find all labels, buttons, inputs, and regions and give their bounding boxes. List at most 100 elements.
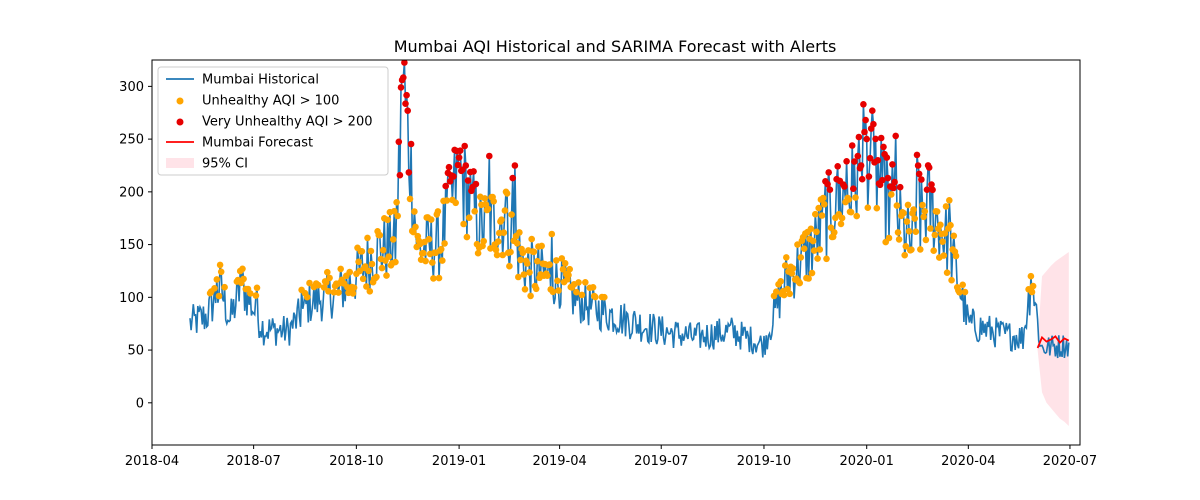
very-unhealthy-point bbox=[841, 183, 848, 190]
very-unhealthy-point bbox=[404, 107, 412, 114]
very-unhealthy-point bbox=[914, 162, 922, 169]
unhealthy-point bbox=[530, 248, 538, 256]
unhealthy-point bbox=[358, 248, 366, 255]
very-unhealthy-point bbox=[454, 161, 462, 169]
unhealthy-point bbox=[561, 260, 569, 267]
unhealthy-point bbox=[430, 275, 437, 282]
very-unhealthy-point bbox=[456, 147, 464, 154]
unhealthy-point bbox=[366, 288, 374, 295]
unhealthy-point bbox=[471, 208, 479, 215]
unhealthy-point bbox=[247, 290, 254, 297]
unhealthy-point bbox=[904, 201, 912, 209]
unhealthy-point bbox=[484, 205, 492, 213]
very-unhealthy-point bbox=[397, 84, 405, 91]
unhealthy-point bbox=[895, 236, 903, 243]
very-unhealthy-point bbox=[403, 91, 410, 99]
very-unhealthy-point bbox=[509, 174, 516, 182]
very-unhealthy-point bbox=[396, 171, 404, 179]
very-unhealthy-point bbox=[915, 170, 923, 178]
very-unhealthy-point bbox=[896, 183, 904, 191]
unhealthy-point bbox=[427, 216, 435, 223]
very-unhealthy-point bbox=[825, 169, 832, 176]
unhealthy-point bbox=[523, 260, 531, 267]
unhealthy-point bbox=[827, 224, 835, 231]
unhealthy-point bbox=[845, 196, 853, 203]
unhealthy-point bbox=[814, 255, 821, 262]
unhealthy-point bbox=[521, 286, 529, 293]
unhealthy-point bbox=[601, 293, 608, 301]
legend-label: Mumbai Historical bbox=[202, 73, 319, 88]
unhealthy-point bbox=[780, 291, 788, 299]
unhealthy-point bbox=[810, 247, 818, 254]
unhealthy-point bbox=[592, 293, 599, 301]
very-unhealthy-point bbox=[872, 135, 879, 143]
unhealthy-point bbox=[406, 195, 414, 203]
x-tick-label: 2020-04 bbox=[941, 454, 995, 469]
unhealthy-point bbox=[252, 292, 260, 299]
unhealthy-point bbox=[493, 251, 501, 259]
unhealthy-point bbox=[573, 288, 580, 296]
x-tick-label: 2019-07 bbox=[634, 454, 688, 469]
unhealthy-point bbox=[959, 281, 966, 289]
unhealthy-point bbox=[789, 265, 797, 272]
very-unhealthy-point bbox=[918, 176, 925, 183]
unhealthy-point bbox=[211, 285, 218, 292]
unhealthy-point bbox=[905, 228, 913, 235]
legend-dot-swatch bbox=[176, 118, 184, 126]
x-tick-label: 2018-07 bbox=[226, 454, 280, 469]
unhealthy-point bbox=[434, 208, 442, 215]
unhealthy-point bbox=[894, 229, 902, 236]
very-unhealthy-point bbox=[857, 162, 865, 169]
unhealthy-point bbox=[506, 262, 513, 270]
unhealthy-point bbox=[559, 266, 567, 273]
unhealthy-point bbox=[805, 275, 812, 282]
unhealthy-point bbox=[384, 216, 391, 224]
unhealthy-point bbox=[919, 201, 926, 209]
unhealthy-point bbox=[410, 228, 417, 236]
unhealthy-point bbox=[337, 265, 345, 273]
unhealthy-point bbox=[422, 257, 429, 265]
legend-label: Very Unhealthy AQI > 200 bbox=[202, 115, 373, 130]
unhealthy-point bbox=[800, 245, 808, 252]
very-unhealthy-point bbox=[405, 169, 413, 176]
very-unhealthy-point bbox=[869, 107, 876, 114]
very-unhealthy-point bbox=[890, 184, 897, 192]
unhealthy-point bbox=[517, 256, 524, 264]
unhealthy-point bbox=[490, 198, 498, 205]
very-unhealthy-point bbox=[455, 154, 463, 161]
unhealthy-point bbox=[885, 234, 893, 242]
unhealthy-point bbox=[794, 241, 801, 248]
x-tick-label: 2018-04 bbox=[125, 454, 179, 469]
unhealthy-point bbox=[538, 242, 545, 250]
unhealthy-point bbox=[519, 249, 527, 257]
unhealthy-point bbox=[452, 199, 460, 207]
unhealthy-point bbox=[532, 285, 540, 293]
legend-label: Unhealthy AQI > 100 bbox=[202, 94, 339, 109]
unhealthy-point bbox=[823, 255, 830, 263]
very-unhealthy-point bbox=[401, 60, 408, 66]
unhealthy-point bbox=[221, 283, 228, 291]
unhealthy-point bbox=[503, 190, 511, 197]
legend-label: 95% CI bbox=[202, 157, 248, 172]
unhealthy-point bbox=[910, 206, 917, 213]
unhealthy-point bbox=[783, 254, 790, 261]
unhealthy-point bbox=[933, 208, 941, 215]
unhealthy-point bbox=[385, 253, 393, 260]
unhealthy-point bbox=[575, 279, 582, 286]
very-unhealthy-point bbox=[486, 152, 493, 160]
unhealthy-point bbox=[566, 265, 573, 273]
unhealthy-point bbox=[777, 278, 784, 285]
unhealthy-point bbox=[912, 228, 920, 235]
unhealthy-point bbox=[554, 277, 561, 285]
unhealthy-point bbox=[435, 274, 443, 282]
legend-label: Mumbai Forecast bbox=[202, 136, 313, 151]
unhealthy-point bbox=[947, 221, 954, 229]
unhealthy-point bbox=[902, 243, 910, 250]
x-tick-label: 2019-10 bbox=[737, 454, 791, 469]
unhealthy-point bbox=[864, 204, 872, 211]
very-unhealthy-point bbox=[889, 161, 896, 168]
very-unhealthy-point bbox=[923, 186, 931, 193]
unhealthy-point bbox=[411, 208, 418, 215]
unhealthy-point bbox=[852, 194, 859, 201]
unhealthy-point bbox=[349, 290, 357, 297]
